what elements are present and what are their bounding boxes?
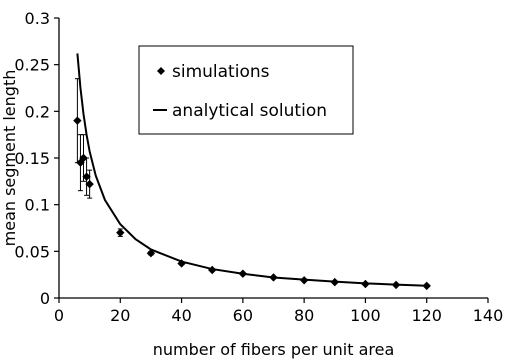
x-tick-label: 140 <box>473 306 504 325</box>
legend: simulations analytical solution <box>138 45 354 135</box>
y-tick-label: 0.25 <box>14 56 50 75</box>
simulation-point <box>208 265 217 275</box>
simulations-series <box>73 78 431 291</box>
axes: 0 20 40 60 80 100 120 140 0 0.05 0.1 0.15 0.2 0.25 0.3 <box>14 9 503 325</box>
simulation-point <box>299 276 309 285</box>
simulation-point <box>391 280 401 290</box>
simulation-point <box>76 158 85 167</box>
y-tick-label: 0.1 <box>25 196 50 215</box>
legend-simulations-label: simulations <box>172 62 270 82</box>
simulation-point <box>238 269 248 278</box>
simulation-point <box>146 249 156 258</box>
y-tick-label: 0.15 <box>14 149 50 168</box>
simulation-point <box>361 279 370 289</box>
legend-analytical-label: analytical solution <box>172 101 327 121</box>
simulation-point <box>116 228 125 237</box>
simulation-point <box>422 281 431 291</box>
y-tick-label: 0 <box>40 289 50 308</box>
y-tick-label: 0.05 <box>14 242 50 261</box>
x-tick-label: 0 <box>54 306 64 325</box>
simulation-point <box>330 277 339 287</box>
simulation-point <box>85 179 94 189</box>
y-axis-title: mean segment length <box>0 70 19 247</box>
x-tick-label: 120 <box>411 306 442 325</box>
y-tick-label: 0.3 <box>25 9 50 28</box>
simulation-point <box>177 259 186 268</box>
x-tick-label: 100 <box>350 306 381 325</box>
x-tick-label: 20 <box>110 306 130 325</box>
x-tick-label: 40 <box>171 306 191 325</box>
simulation-point <box>79 153 88 163</box>
y-tick-label: 0.2 <box>25 102 50 121</box>
x-tick-label: 80 <box>294 306 314 325</box>
simulation-point <box>269 273 278 282</box>
legend-box <box>138 45 354 135</box>
simulation-point <box>82 172 91 181</box>
simulation-point <box>73 116 82 125</box>
legend-simulations-marker <box>157 67 165 75</box>
x-tick-label: 60 <box>233 306 253 325</box>
x-axis-title: number of fibers per unit area <box>153 340 395 359</box>
